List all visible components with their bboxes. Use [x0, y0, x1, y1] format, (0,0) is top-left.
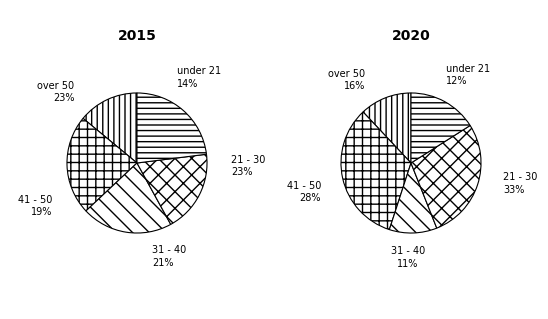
- Text: over 50
16%: over 50 16%: [328, 69, 366, 91]
- Wedge shape: [411, 93, 470, 163]
- Wedge shape: [411, 125, 481, 228]
- Text: under 21
14%: under 21 14%: [177, 66, 221, 89]
- Wedge shape: [86, 163, 171, 233]
- Wedge shape: [390, 163, 437, 233]
- Text: 21 - 30
23%: 21 - 30 23%: [231, 155, 266, 177]
- Text: 41 - 50
28%: 41 - 50 28%: [287, 181, 321, 204]
- Wedge shape: [137, 93, 207, 163]
- Wedge shape: [137, 154, 207, 224]
- Text: 41 - 50
19%: 41 - 50 19%: [19, 195, 53, 217]
- Wedge shape: [363, 93, 411, 163]
- Wedge shape: [67, 118, 137, 211]
- Text: under 21
12%: under 21 12%: [446, 64, 490, 86]
- Wedge shape: [83, 93, 137, 163]
- Title: 2015: 2015: [118, 29, 156, 43]
- Text: 31 - 40
21%: 31 - 40 21%: [152, 245, 186, 268]
- Wedge shape: [341, 112, 411, 230]
- Text: over 50
23%: over 50 23%: [37, 81, 75, 103]
- Text: 31 - 40
11%: 31 - 40 11%: [391, 246, 425, 269]
- Text: 21 - 30
33%: 21 - 30 33%: [503, 173, 538, 195]
- Title: 2020: 2020: [392, 29, 430, 43]
